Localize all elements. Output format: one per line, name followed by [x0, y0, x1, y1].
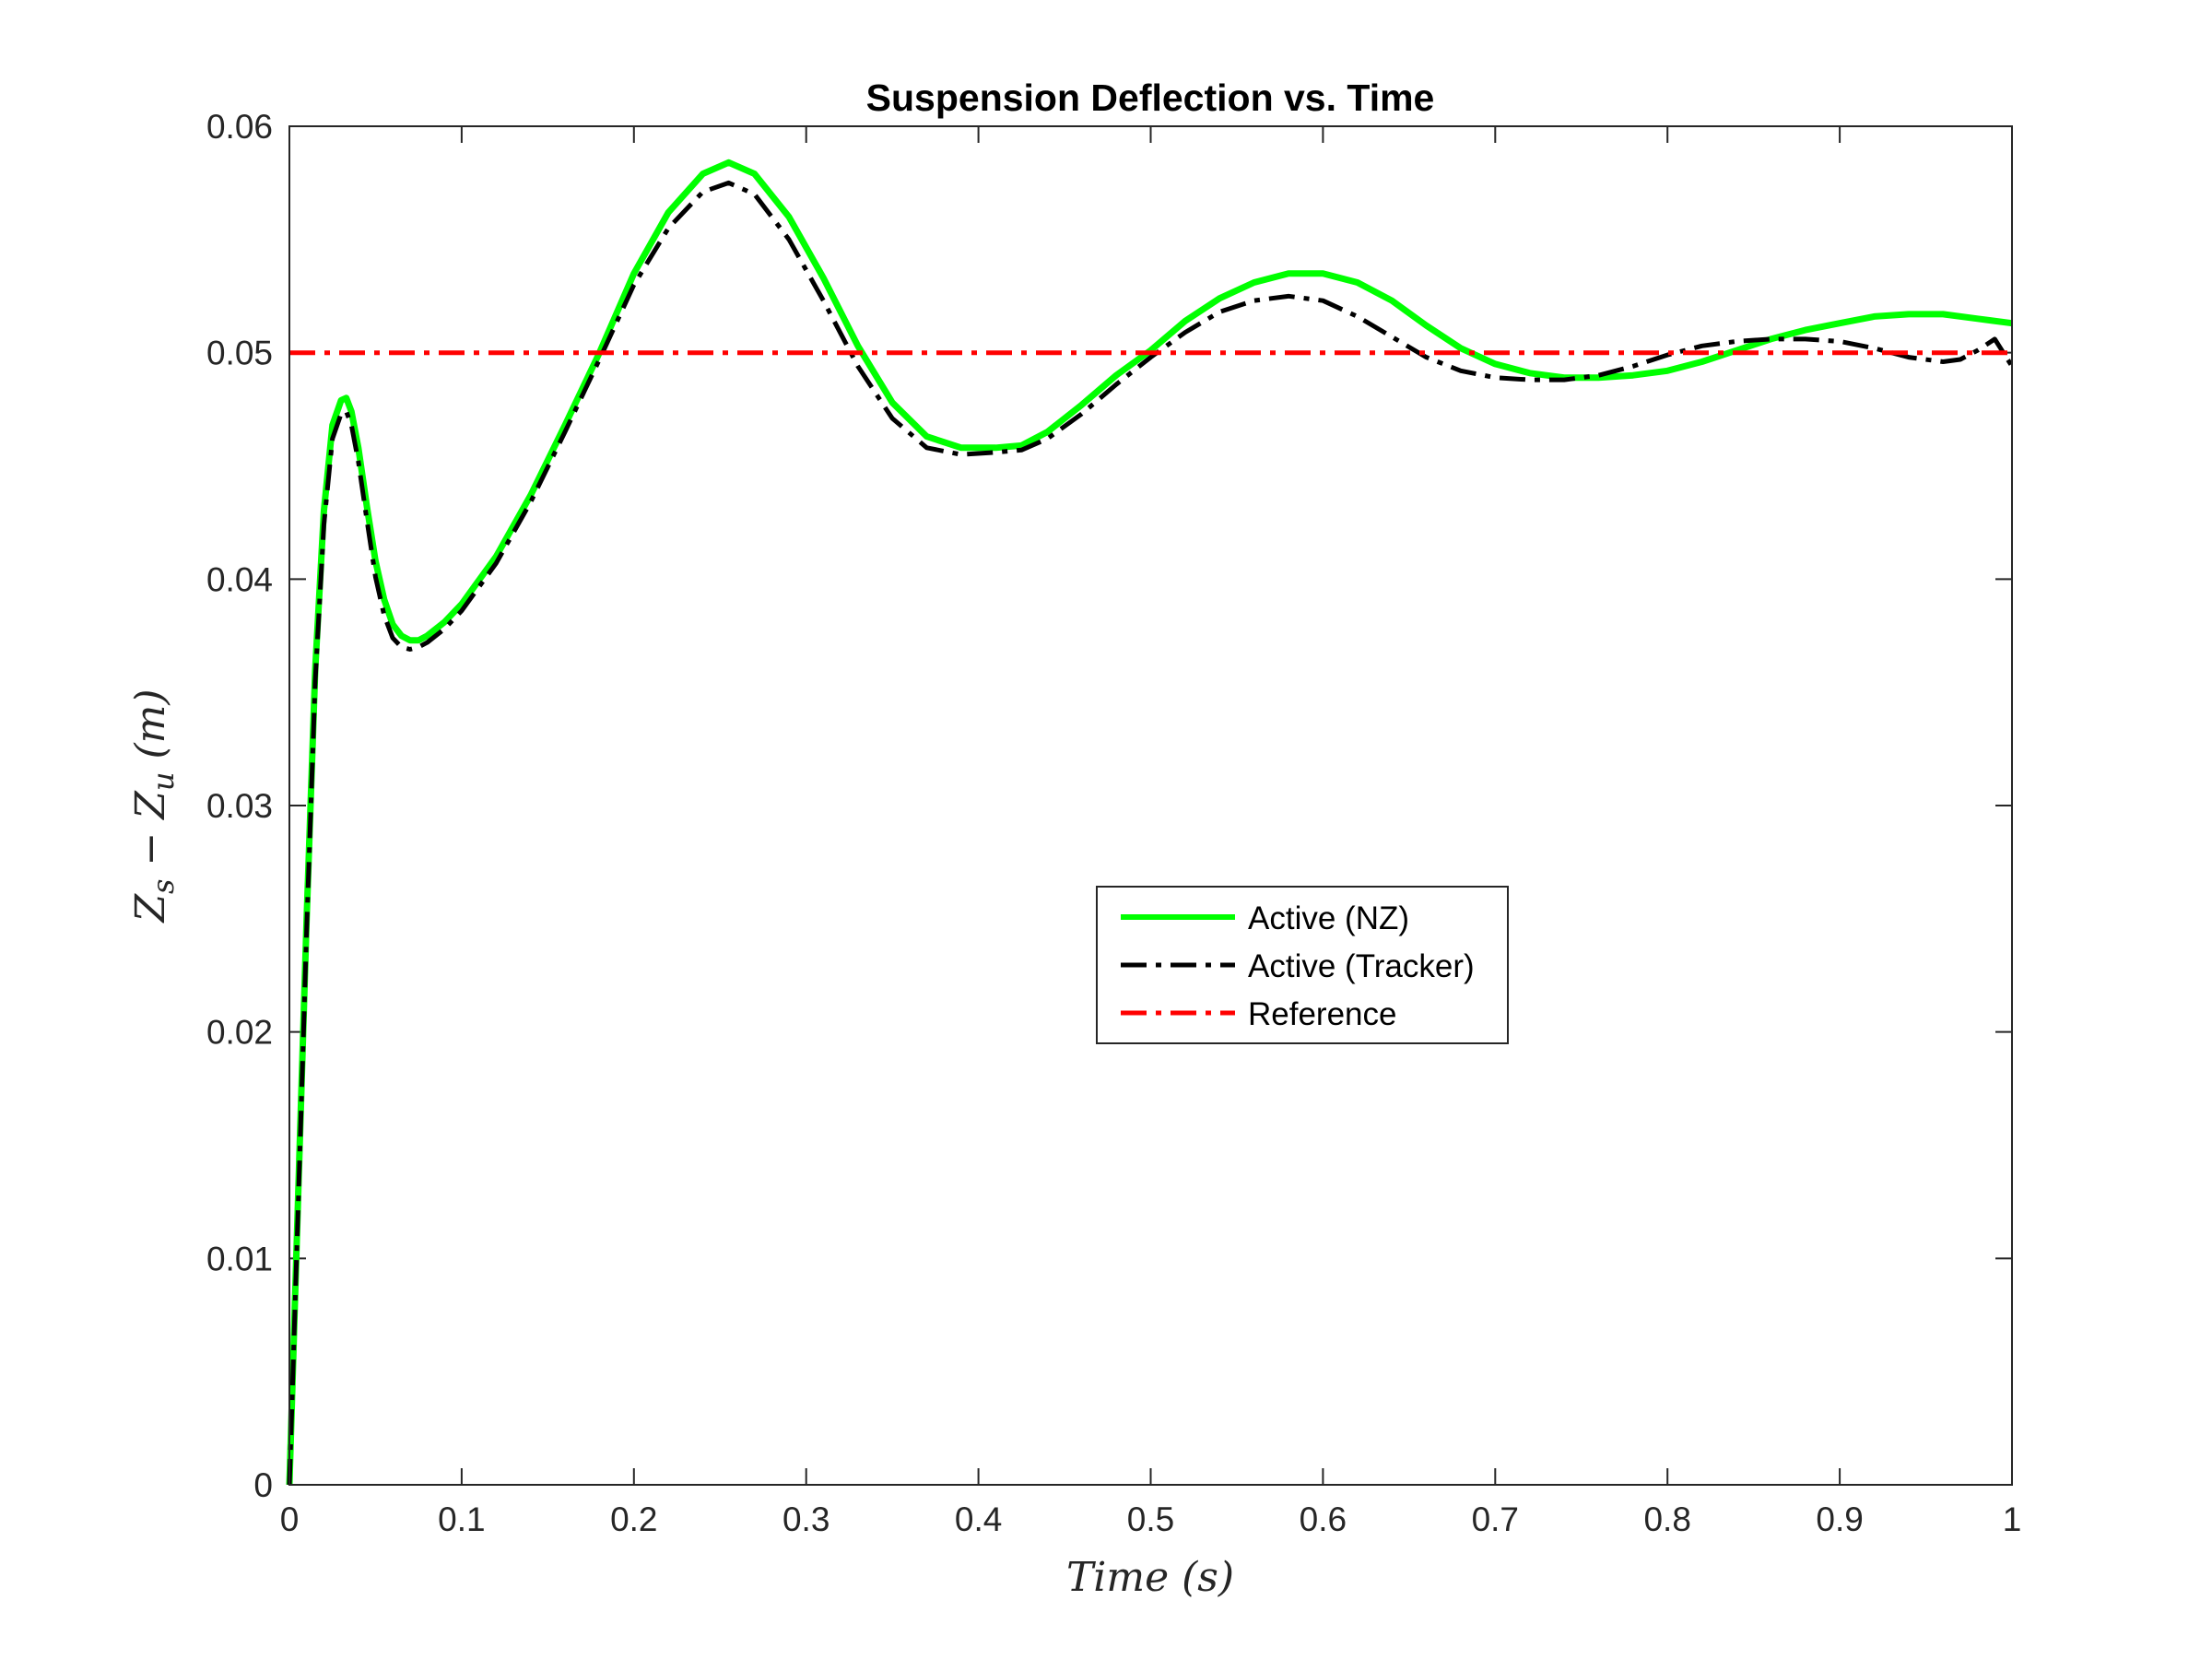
- x-tick-label: 0: [280, 1500, 300, 1538]
- x-tick-label: 1: [2003, 1500, 2022, 1538]
- x-tick-label: 0.9: [1816, 1500, 1863, 1538]
- y-tick-label: 0.01: [206, 1240, 273, 1277]
- series-line-active-tracker: [287, 180, 2015, 1486]
- legend: Active (NZ) Active (Tracker) Reference: [1096, 886, 1509, 1044]
- legend-box: [1096, 886, 1509, 1044]
- series-layer: [286, 159, 2015, 1486]
- y-label-unit: (m): [127, 688, 174, 771]
- y-label-sub-u: u: [146, 772, 181, 792]
- legend-label-reference: Reference: [1248, 996, 1396, 1032]
- legend-label-active-nz: Active (NZ): [1248, 900, 1409, 936]
- y-axis: 0 0.01 0.02 0.03 0.04 0.05 0.06: [206, 108, 2012, 1504]
- y-label-minus: −: [127, 819, 174, 879]
- x-axis: 0 0.1 0.2 0.3 0.4 0.5 0.6 0.7 0.8 0.9 1: [280, 126, 2022, 1538]
- y-tick-label: 0.02: [206, 1014, 273, 1052]
- y-tick-label: 0.04: [206, 560, 273, 598]
- plot-area: [289, 126, 2012, 1485]
- x-tick-label: 0.6: [1300, 1500, 1347, 1538]
- x-tick-label: 0.1: [438, 1500, 485, 1538]
- y-axis-label: Zs − Zu (m): [127, 688, 181, 924]
- y-label-z1: Z: [127, 893, 174, 924]
- x-axis-label: Time (s): [1066, 1554, 1234, 1601]
- y-tick-label: 0: [253, 1466, 273, 1504]
- legend-label-active-tracker: Active (Tracker): [1248, 948, 1475, 984]
- y-tick-label: 0.05: [206, 335, 273, 372]
- y-tick-label: 0.06: [206, 108, 273, 146]
- x-tick-label: 0.4: [955, 1500, 1002, 1538]
- x-tick-label: 0.5: [1127, 1500, 1174, 1538]
- y-label-z2: Z: [127, 790, 174, 821]
- x-tick-label: 0.3: [782, 1500, 830, 1538]
- x-tick-label: 0.2: [610, 1500, 657, 1538]
- y-label-sub-s: s: [146, 879, 181, 894]
- x-tick-label: 0.8: [1643, 1500, 1690, 1538]
- x-tick-label: 0.7: [1472, 1500, 1519, 1538]
- series-line-active-nz: [286, 159, 2013, 1486]
- chart-title: Suspension Deflection vs. Time: [866, 76, 1435, 119]
- y-tick-label: 0.03: [206, 787, 273, 825]
- axes-box: [288, 125, 2013, 1486]
